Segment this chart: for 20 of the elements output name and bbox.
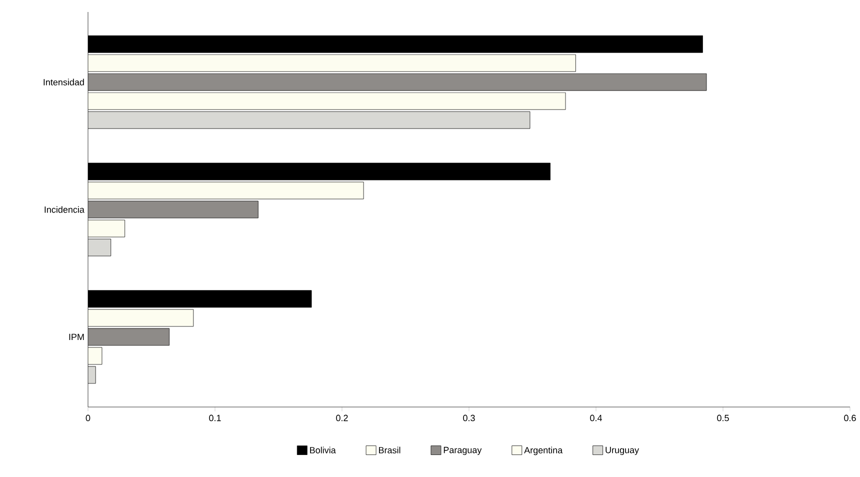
bar — [88, 111, 530, 129]
bar — [88, 73, 707, 91]
x-tick-label: 0.3 — [463, 414, 475, 422]
y-tick-label: Intensidad — [44, 78, 84, 86]
legend-label: Paraguay — [444, 446, 482, 455]
x-tick-label: 0 — [86, 414, 90, 422]
legend-label: Uruguay — [606, 446, 640, 455]
x-tick-label: 0.5 — [717, 414, 729, 422]
y-tick-label: IPM — [69, 334, 84, 340]
bar — [88, 238, 112, 256]
x-tick-label: 0.4 — [590, 414, 602, 422]
legend-label: Bolivia — [310, 446, 336, 454]
legend-label: Argentina — [524, 446, 563, 456]
bar — [88, 200, 258, 218]
bar — [88, 328, 170, 346]
x-tick-label: 0.1 — [209, 414, 221, 422]
y-tick-label: Incidencia — [44, 206, 84, 213]
x-tick-label: 0.6 — [844, 414, 856, 422]
legend-label: Brasil — [379, 446, 400, 454]
x-tick-label: 0.2 — [336, 414, 348, 422]
